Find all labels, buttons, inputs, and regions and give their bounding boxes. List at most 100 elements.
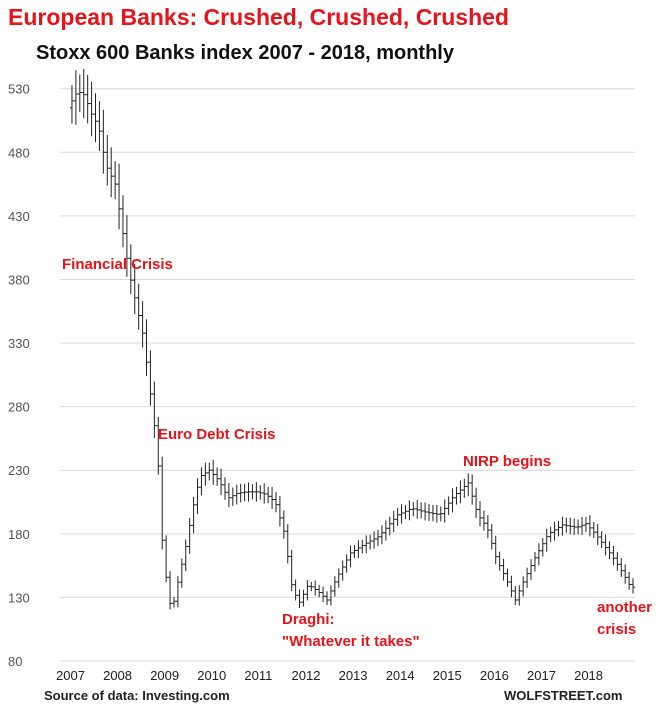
ohlc-bar xyxy=(532,551,537,572)
ohlc-bar xyxy=(505,568,510,587)
ohlc-bar xyxy=(344,554,349,573)
annotation-label: crisis xyxy=(597,621,636,638)
ohlc-bar xyxy=(183,539,188,572)
ohlc-bar xyxy=(525,567,530,588)
ohlc-bar xyxy=(376,529,381,546)
y-tick-label: 480 xyxy=(8,145,30,160)
ohlc-bar xyxy=(391,510,396,533)
annotation-label: Euro Debt Crisis xyxy=(158,426,276,443)
ohlc-bar xyxy=(117,163,122,230)
ohlc-bar xyxy=(293,579,298,601)
ohlc-bar xyxy=(599,531,604,549)
ohlc-bar xyxy=(207,462,212,481)
ohlc-bar xyxy=(73,70,78,125)
ohlc-bar xyxy=(623,564,628,584)
ohlc-bar xyxy=(238,483,243,503)
ohlc-bar xyxy=(462,478,467,498)
brand-label: WOLFSTREET.com xyxy=(504,688,623,703)
ohlc-bar xyxy=(203,462,208,486)
ohlc-bar xyxy=(81,69,86,119)
ohlc-bar xyxy=(619,558,624,578)
ohlc-bar xyxy=(379,525,384,545)
ohlc-bar xyxy=(348,545,353,568)
ohlc-bar xyxy=(77,74,82,113)
ohlc-bar xyxy=(631,578,636,594)
ohlc-bar xyxy=(175,576,180,608)
ohlc-bar xyxy=(140,301,145,348)
ohlc-bar xyxy=(427,503,432,521)
ohlc-bar xyxy=(340,560,345,581)
ohlc-bar xyxy=(242,483,247,502)
x-tick-label: 2016 xyxy=(480,668,509,683)
ohlc-bar xyxy=(607,541,612,560)
x-tick-label: 2007 xyxy=(56,668,85,683)
ohlc-bar xyxy=(97,101,102,152)
y-tick-label: 430 xyxy=(8,209,30,224)
ohlc-bar xyxy=(305,580,310,601)
ohlc-bar xyxy=(364,535,369,554)
ohlc-bar xyxy=(148,350,153,406)
ohlc-bar xyxy=(171,596,176,608)
ohlc-bar xyxy=(501,558,506,581)
y-axis: 80 130 180 230 280 330 380 430 480 530 xyxy=(8,82,30,669)
ohlc-bar xyxy=(627,571,632,590)
ohlc-bar xyxy=(93,93,98,143)
ohlc-bar xyxy=(615,551,620,571)
ohlc-bar xyxy=(226,482,231,508)
ohlc-bar xyxy=(556,520,561,537)
ohlc-bar xyxy=(434,504,439,523)
ohlc-bar xyxy=(360,539,365,554)
ohlc-bar xyxy=(466,473,471,497)
ohlc-bar xyxy=(560,516,565,536)
ohlc-bar xyxy=(281,510,286,539)
ohlc-bar xyxy=(580,517,585,536)
annotation-label: Financial Crisis xyxy=(62,256,173,273)
ohlc-bar xyxy=(603,534,608,556)
ohlc-bar xyxy=(124,215,129,277)
x-tick-label: 2017 xyxy=(527,668,556,683)
annotation-label: NIRP begins xyxy=(463,453,551,470)
ohlc-bar xyxy=(301,589,306,607)
ohlc-bar xyxy=(446,496,451,516)
grid-lines xyxy=(60,88,635,662)
ohlc-bar xyxy=(540,538,545,557)
x-tick-label: 2018 xyxy=(574,668,603,683)
source-note: Source of data: Investing.com xyxy=(44,688,230,703)
ohlc-bar xyxy=(324,591,329,605)
ohlc-bar xyxy=(219,468,224,495)
y-tick-label: 80 xyxy=(8,654,22,669)
ohlc-bar xyxy=(136,283,141,330)
ohlc-bar xyxy=(403,505,408,520)
ohlc-bar xyxy=(395,508,400,526)
ohlc-bar xyxy=(215,467,220,486)
chart-subtitle: Stoxx 600 Banks index 2007 - 2018, month… xyxy=(36,42,454,64)
ohlc-bar xyxy=(234,484,239,505)
ohlc-bar xyxy=(497,551,502,571)
ohlc-bar xyxy=(568,517,573,535)
ohlc-bar xyxy=(109,147,114,198)
ohlc-bar xyxy=(321,586,326,603)
ohlc-bar xyxy=(454,486,459,505)
ohlc-bar xyxy=(521,576,526,597)
ohlc-bar xyxy=(254,482,259,502)
ohlc-bar xyxy=(191,496,196,534)
ohlc-bar xyxy=(250,484,255,500)
ohlc-bar xyxy=(89,81,94,137)
ohlc-bar xyxy=(69,85,74,124)
ohlc-bar xyxy=(576,519,581,535)
y-tick-label: 180 xyxy=(8,527,30,542)
ohlc-bar xyxy=(313,580,318,596)
ohlc-bar xyxy=(415,499,420,519)
ohlc-bar xyxy=(430,504,435,522)
y-tick-label: 330 xyxy=(8,336,30,351)
ohlc-bar xyxy=(120,195,125,248)
x-tick-label: 2009 xyxy=(150,668,179,683)
ohlc-bar xyxy=(187,518,192,554)
ohlc-bar xyxy=(273,491,278,513)
ohlc-bar xyxy=(285,524,290,564)
ohlc-bar xyxy=(128,244,133,295)
y-tick-label: 380 xyxy=(8,272,30,287)
ohlc-bar xyxy=(230,487,235,506)
ohlc-bar xyxy=(383,520,388,541)
ohlc-bar xyxy=(536,543,541,566)
